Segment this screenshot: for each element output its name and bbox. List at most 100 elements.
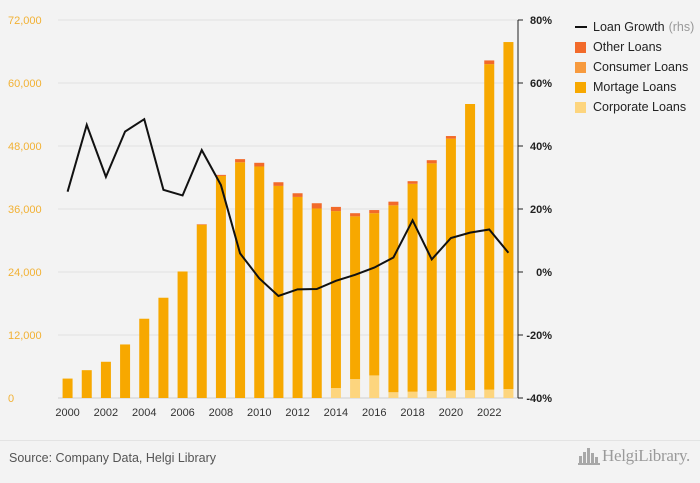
- bar-mortage-loans-2010[interactable]: [254, 166, 265, 398]
- bar-mortage-loans-2021[interactable]: [465, 104, 476, 391]
- bar-mortage-loans-2019[interactable]: [426, 163, 437, 392]
- bar-other-loans-2020[interactable]: [445, 136, 456, 139]
- bar-mortage-loans-2005[interactable]: [158, 297, 169, 398]
- bar-series: [62, 42, 514, 399]
- bar-mortage-loans-2009[interactable]: [235, 162, 246, 398]
- bar-other-loans-2008[interactable]: [215, 174, 226, 176]
- bar-mortage-loans-2011[interactable]: [273, 185, 284, 398]
- legend-swatch: [575, 61, 586, 73]
- bar-other-loans-2007[interactable]: [196, 224, 207, 225]
- left-tick-label: 24,000: [8, 267, 42, 279]
- bar-other-loans-2014[interactable]: [330, 206, 341, 212]
- bar-other-loans-2017[interactable]: [388, 201, 399, 206]
- bar-mortage-loans-2008[interactable]: [215, 175, 226, 398]
- bar-mortage-loans-2016[interactable]: [369, 213, 380, 376]
- bar-corporate-loans-2022[interactable]: [484, 389, 495, 398]
- left-tick-label: 72,000: [8, 15, 42, 27]
- legend-item-consumer-loans[interactable]: Consumer Loans: [575, 57, 694, 77]
- right-tick-label: 80%: [530, 15, 552, 27]
- bar-corporate-loans-2018[interactable]: [407, 391, 418, 398]
- x-tick-label: 2008: [209, 407, 233, 419]
- legend-label: Loan Growth: [593, 20, 665, 34]
- right-tick-label: 20%: [530, 204, 552, 216]
- legend-item-corporate-loans[interactable]: Corporate Loans: [575, 97, 694, 117]
- x-axis: 2000 2002 2004 2006 2008 2010 2012 2014 2016 2018…: [55, 407, 501, 419]
- logo-wordmark: HelgiLibrary.: [602, 446, 690, 465]
- legend-swatch: [575, 41, 586, 53]
- bar-mortage-loans-2000[interactable]: [62, 378, 73, 398]
- bar-mortage-loans-2017[interactable]: [388, 205, 399, 393]
- bar-other-loans-2009[interactable]: [235, 159, 246, 163]
- legend-label: Consumer Loans: [593, 60, 689, 74]
- bar-corporate-loans-2017[interactable]: [388, 392, 399, 398]
- legend-suffix: (rhs): [668, 20, 695, 34]
- right-tick-label: 40%: [530, 141, 552, 153]
- bar-mortage-loans-2003[interactable]: [120, 344, 131, 398]
- source-note: Source: Company Data, Helgi Library: [9, 451, 217, 465]
- right-tick-label: -40%: [526, 393, 552, 405]
- bar-mortage-loans-2004[interactable]: [139, 318, 150, 398]
- x-tick-label: 2014: [324, 407, 348, 419]
- bar-mortage-loans-2001[interactable]: [81, 370, 92, 398]
- bar-mortage-loans-2023[interactable]: [503, 42, 514, 390]
- bar-other-loans-2022[interactable]: [484, 60, 495, 65]
- bar-corporate-loans-2016[interactable]: [369, 375, 380, 398]
- bar-corporate-loans-2019[interactable]: [426, 391, 437, 398]
- grid-lines: [58, 19, 518, 399]
- x-tick-label: 2000: [55, 407, 79, 419]
- x-tick-label: 2010: [247, 407, 271, 419]
- bar-other-loans-2019[interactable]: [426, 160, 437, 164]
- legend-swatch: [575, 101, 586, 113]
- x-tick-label: 2002: [94, 407, 118, 419]
- legend-line-swatch: [575, 26, 587, 28]
- helgi-library-logo[interactable]: HelgiLibrary.: [578, 446, 690, 466]
- bar-mortage-loans-2020[interactable]: [445, 138, 456, 391]
- bar-corporate-loans-2015[interactable]: [350, 379, 361, 398]
- bar-corporate-loans-2014[interactable]: [330, 388, 341, 398]
- bar-mortage-loans-2014[interactable]: [330, 211, 341, 389]
- bar-other-loans-2018[interactable]: [407, 181, 418, 184]
- bar-mortage-loans-2018[interactable]: [407, 183, 418, 392]
- x-tick-label: 2006: [170, 407, 194, 419]
- left-tick-label: 12,000: [8, 330, 42, 342]
- legend-swatch: [575, 81, 586, 93]
- loan-growth-line[interactable]: [66, 117, 510, 298]
- bar-mortage-loans-2002[interactable]: [100, 361, 111, 398]
- bar-mortage-loans-2022[interactable]: [484, 64, 495, 390]
- x-tick-label: 2022: [477, 407, 501, 419]
- bar-mortage-loans-2013[interactable]: [311, 208, 322, 398]
- combo-chart: 0 12,000 24,000 36,000 48,000 60,000 72,000 -4…: [8, 15, 552, 419]
- left-y-axis: 0 12,000 24,000 36,000 48,000 60,000 72,000: [8, 15, 42, 405]
- left-tick-label: 36,000: [8, 204, 42, 216]
- right-tick-label: -20%: [526, 330, 552, 342]
- legend-item-other-loans[interactable]: Other Loans: [575, 37, 694, 57]
- bar-other-loans-2011[interactable]: [273, 182, 284, 186]
- bar-other-loans-2013[interactable]: [311, 203, 322, 209]
- bar-other-loans-2016[interactable]: [369, 210, 380, 214]
- bar-other-loans-2015[interactable]: [350, 213, 361, 217]
- legend-item-mortage-loans[interactable]: Mortage Loans: [575, 77, 694, 97]
- bar-mortage-loans-2007[interactable]: [196, 224, 207, 398]
- x-tick-label: 2004: [132, 407, 156, 419]
- x-tick-label: 2012: [285, 407, 309, 419]
- right-tick-label: 0%: [536, 267, 552, 279]
- right-tick-label: 60%: [530, 78, 552, 90]
- legend-item-loan-growth[interactable]: Loan Growth (rhs): [575, 17, 694, 37]
- x-tick-label: 2018: [400, 407, 424, 419]
- left-tick-label: 0: [8, 393, 14, 405]
- bar-mortage-loans-2012[interactable]: [292, 196, 303, 398]
- x-tick-label: 2016: [362, 407, 386, 419]
- bar-other-loans-2012[interactable]: [292, 193, 303, 197]
- bar-corporate-loans-2023[interactable]: [503, 389, 514, 398]
- legend-label: Corporate Loans: [593, 100, 687, 114]
- legend-label: Mortage Loans: [593, 80, 677, 94]
- line-series: [66, 117, 510, 298]
- bar-corporate-loans-2021[interactable]: [465, 390, 476, 399]
- legend-label: Other Loans: [593, 40, 662, 54]
- bar-mortage-loans-2006[interactable]: [177, 271, 188, 398]
- x-tick-label: 2020: [439, 407, 463, 419]
- bar-corporate-loans-2020[interactable]: [445, 390, 456, 398]
- bar-mortage-loans-2015[interactable]: [350, 216, 361, 380]
- bar-other-loans-2010[interactable]: [254, 162, 265, 167]
